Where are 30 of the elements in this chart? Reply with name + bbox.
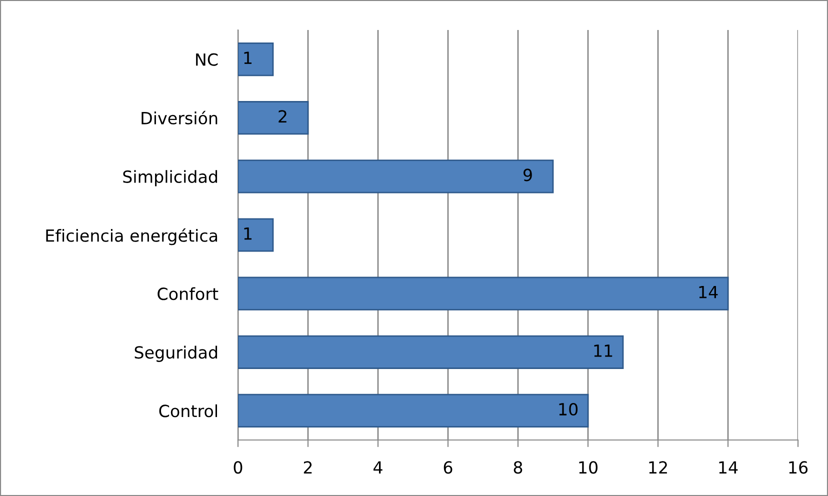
- y-tick-label: Confort: [158, 287, 218, 300]
- data-label: 11: [594, 344, 612, 357]
- bar: [238, 335, 624, 369]
- data-label: 1: [244, 52, 252, 64]
- y-tick-label: Seguridad: [134, 346, 218, 362]
- data-label: 14: [699, 286, 718, 298]
- bar: [238, 101, 309, 135]
- data-label: 9: [523, 168, 532, 182]
- data-label: 2: [278, 110, 286, 122]
- y-tick-label: Simplicidad: [123, 170, 218, 186]
- x-tick-label: 14: [719, 461, 738, 474]
- x-tick-label: 12: [649, 461, 667, 474]
- y-tick-label: Eficiencia energética: [46, 228, 218, 246]
- bar: [238, 160, 554, 194]
- x-tick-label: 8: [514, 461, 522, 474]
- x-tick-label: 16: [789, 461, 808, 474]
- y-tick-label: Control: [159, 404, 217, 418]
- y-tick-label: NC: [196, 53, 218, 66]
- bar: [238, 42, 274, 76]
- x-tick-label: 4: [374, 461, 382, 474]
- x-tick-label: 10: [579, 461, 598, 474]
- x-tick-label: 2: [304, 461, 312, 474]
- data-label: 1: [244, 227, 252, 240]
- y-tick-label: Diversión: [142, 110, 218, 124]
- x-tick-label: 6: [444, 461, 452, 474]
- bar: [238, 276, 729, 310]
- data-label: 10: [559, 402, 578, 416]
- bar: [238, 218, 274, 252]
- bar: [238, 394, 589, 428]
- x-tick-label: 0: [234, 461, 242, 474]
